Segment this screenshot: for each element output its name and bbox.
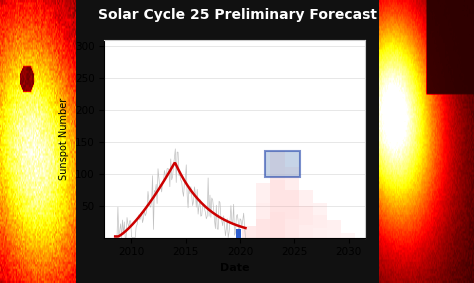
Bar — [265, 151, 300, 177]
X-axis label: Date: Date — [220, 263, 249, 273]
Y-axis label: Sunspot Number: Sunspot Number — [59, 98, 69, 180]
Bar — [271, 212, 284, 238]
Bar — [299, 225, 313, 238]
Bar — [313, 215, 327, 228]
Bar — [313, 203, 327, 215]
Bar — [271, 180, 284, 212]
Bar — [284, 218, 299, 238]
Bar — [327, 220, 341, 230]
Bar — [313, 228, 327, 238]
Bar — [284, 168, 299, 190]
Bar — [256, 183, 271, 203]
Bar — [327, 230, 341, 238]
Bar — [299, 206, 313, 225]
Text: Solar Cycle 25 Preliminary Forecast: Solar Cycle 25 Preliminary Forecast — [98, 8, 376, 22]
Bar — [284, 190, 299, 218]
Bar — [242, 226, 256, 238]
Bar — [341, 233, 355, 238]
Bar — [236, 229, 241, 238]
Bar — [256, 203, 271, 218]
Bar — [299, 190, 313, 206]
Bar — [271, 151, 284, 180]
Bar — [256, 218, 271, 238]
